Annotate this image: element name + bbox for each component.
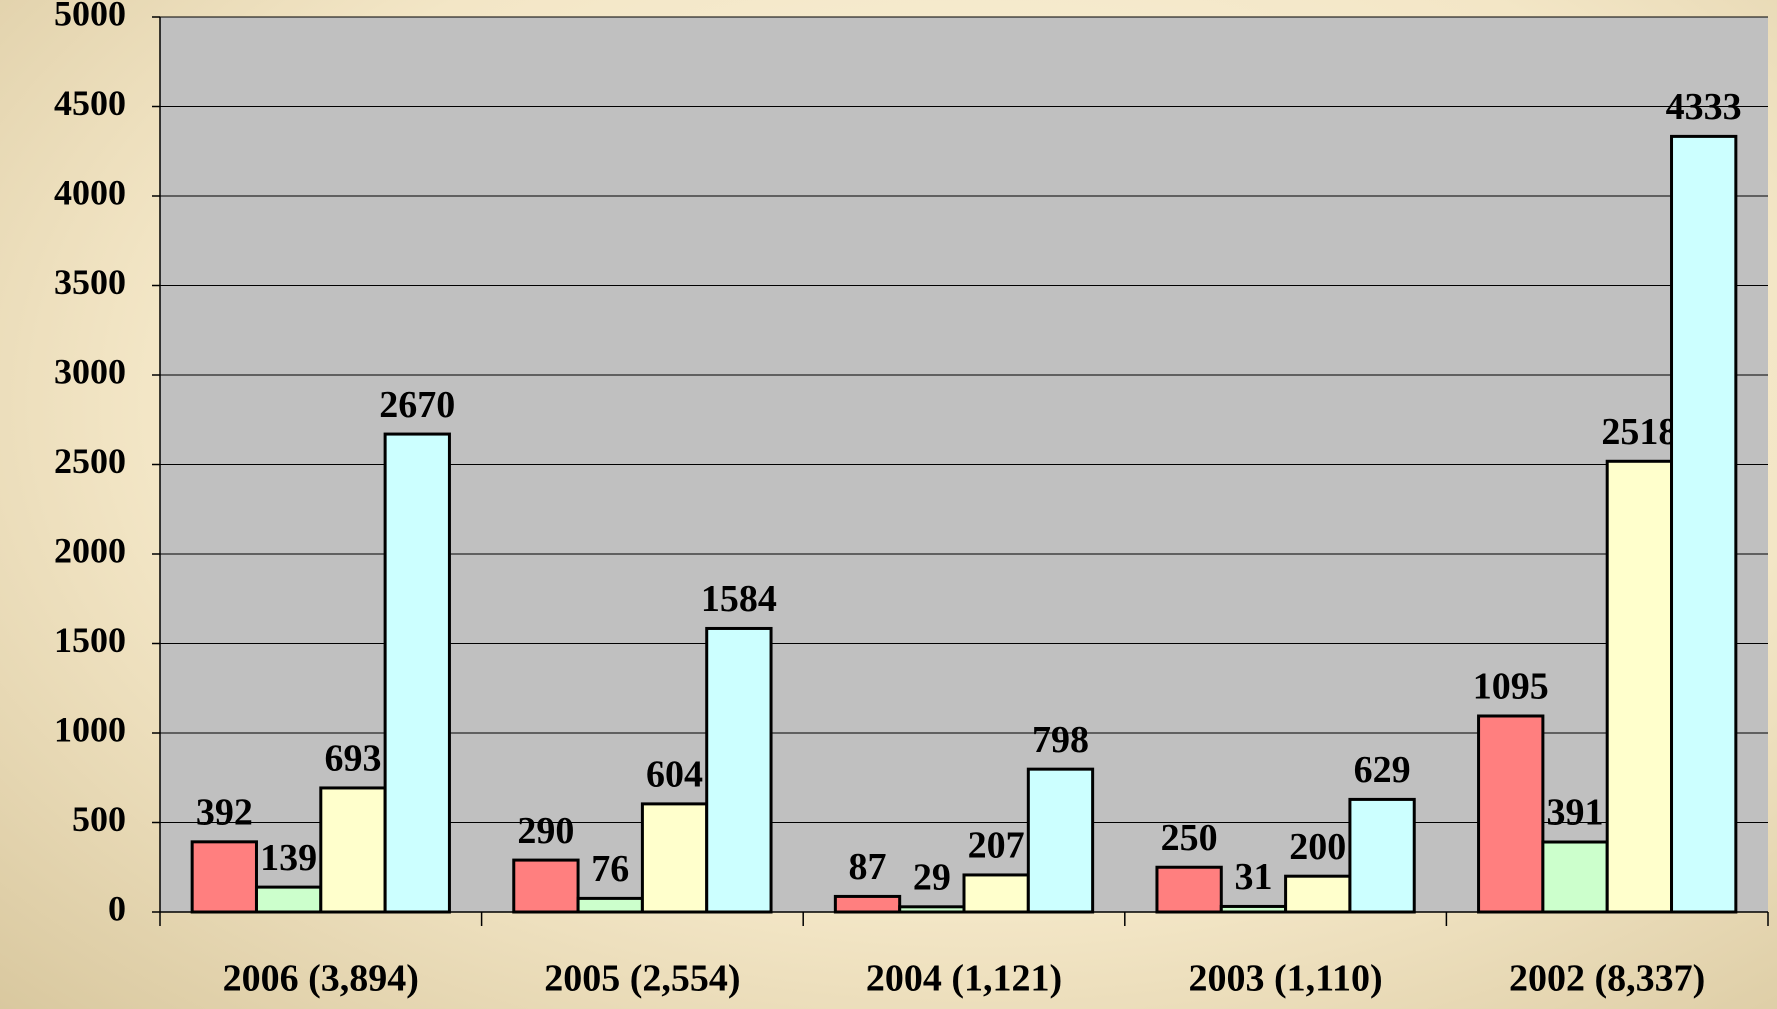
bar: [705, 626, 773, 914]
bar: [576, 896, 644, 914]
data-label: 207: [968, 825, 1025, 867]
bar: [1026, 767, 1095, 914]
y-tick-label: 1000: [54, 709, 126, 749]
data-label: 392: [196, 792, 253, 834]
data-label: 290: [517, 810, 574, 852]
x-tick-label: 2004 (1,121): [866, 958, 1062, 1000]
data-label: 29: [913, 857, 951, 899]
y-tick-label: 1500: [54, 620, 126, 660]
bar: [1477, 714, 1545, 914]
x-tick-label: 2006 (3,894): [223, 958, 419, 1000]
data-label: 31: [1234, 856, 1272, 898]
bar: [1348, 797, 1416, 914]
bar: [190, 840, 258, 914]
bar: [898, 905, 966, 914]
data-label: 1584: [701, 578, 777, 620]
x-tick-label: 2002 (8,337): [1509, 958, 1705, 1000]
bar: [962, 873, 1030, 914]
y-tick-label: 500: [72, 799, 126, 839]
bar: [1541, 840, 1609, 914]
y-tick-label: 0: [108, 888, 126, 928]
data-label: 2670: [379, 384, 455, 426]
data-label: 1095: [1473, 666, 1549, 708]
bar: [1219, 904, 1288, 914]
data-label: 200: [1289, 826, 1346, 868]
bar: [383, 432, 451, 914]
data-label: 2518: [1601, 411, 1677, 453]
y-tick-label: 3500: [54, 262, 126, 302]
data-label: 391: [1547, 792, 1604, 834]
y-tick-label: 3000: [54, 351, 126, 391]
data-label: 250: [1161, 817, 1218, 859]
bar: [1670, 134, 1738, 914]
data-label: 798: [1032, 719, 1089, 761]
data-label: 629: [1354, 749, 1411, 791]
data-label: 693: [324, 738, 381, 780]
bar: [254, 885, 323, 914]
data-label: 76: [591, 848, 629, 890]
data-label: 139: [260, 837, 317, 879]
bar: [1155, 865, 1223, 914]
x-tick-label: 2003 (1,110): [1188, 958, 1382, 1000]
bar: [512, 858, 580, 914]
y-tick-label: 4000: [54, 172, 126, 212]
y-tick-label: 4500: [54, 83, 126, 123]
x-tick-label: 2005 (2,554): [544, 958, 740, 1000]
bar: [319, 786, 387, 914]
y-tick-label: 2000: [54, 530, 126, 570]
bar: [1605, 459, 1674, 914]
bar: [833, 894, 902, 914]
y-tick-label: 2500: [54, 441, 126, 481]
y-tick-label: 5000: [54, 0, 126, 33]
data-label: 4333: [1666, 86, 1742, 128]
data-label: 87: [849, 846, 887, 888]
data-label: 604: [646, 754, 703, 796]
bar: [1284, 874, 1352, 914]
bar: [640, 802, 709, 914]
